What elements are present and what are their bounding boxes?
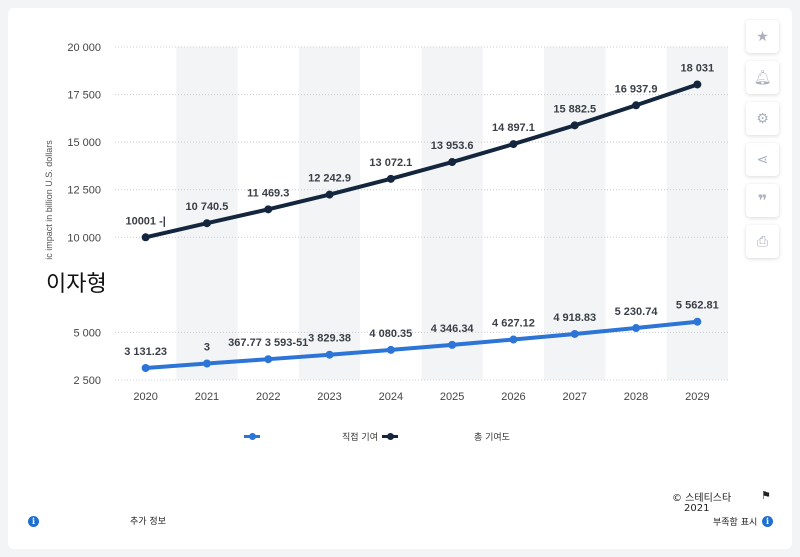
data-point [386,174,395,183]
x-tick-label: 2028 [624,391,648,403]
data-point [570,329,579,338]
y-tick-label: 5 000 [73,327,101,339]
column-band [421,47,483,380]
data-label: 10001 -| [125,215,165,227]
x-tick-label: 2025 [440,391,464,403]
data-label: 13 953.6 [431,140,474,152]
data-point [632,324,641,333]
data-label: 12 242.9 [308,173,351,185]
data-label: 5 230.74 [615,306,659,318]
quote-icon: ❞ [757,191,768,210]
y-tick-label: 10 000 [67,232,101,244]
data-point [325,350,334,359]
cite-button[interactable]: ❞ [746,184,779,217]
bell-icon: 🔔︎ [753,69,772,86]
gear-icon: ⚙ [756,110,769,127]
y-tick-label: 15 000 [67,137,101,149]
settings-button[interactable]: ⚙ [746,102,779,135]
legend-item-direct[interactable] [244,433,260,440]
data-point [264,355,273,364]
data-label: 4 346.34 [431,323,475,335]
data-label: 18 031 [681,62,715,74]
x-tick-label: 2021 [195,391,219,403]
x-tick-label: 2022 [256,391,280,403]
copyright-link[interactable]: © 스테티스타 [672,493,732,504]
data-point [693,317,702,326]
data-label: 15 882.5 [553,103,596,115]
x-tick-label: 2027 [563,391,587,403]
data-label: 367.77 3 593-51 [228,337,308,349]
star-icon: ★ [756,28,769,45]
data-label: 4 918.83 [553,312,596,324]
column-band [666,47,728,380]
data-label: 3 131.23 [124,346,167,358]
y-tick-label: 12 500 [67,185,101,197]
series-line [145,82,698,240]
x-tick-label: 2026 [501,391,525,403]
data-point [448,158,457,167]
x-tick-label: 2024 [379,391,403,403]
data-point [325,190,334,199]
y-tick-label: 2 500 [73,375,101,387]
notify-button[interactable]: 🔔︎ [746,61,779,94]
data-point [509,140,518,149]
data-label: 5 562.81 [676,300,719,312]
data-label: 4 080.35 [369,328,412,340]
copyright-year: 2021 [684,503,710,514]
share-button[interactable]: ⋖ [746,143,779,176]
column-band [298,47,361,380]
data-point [632,101,641,110]
y-tick-label: 17 500 [67,90,101,102]
data-label: 3 [204,341,210,353]
y-tick-label: 20 000 [67,42,101,54]
favorite-button[interactable]: ★ [746,20,779,53]
legend-swatch-total [381,433,398,440]
legend-label-direct: 직접 기여 [342,433,378,443]
data-label: 10 740.5 [186,201,229,213]
print-icon: ⎙ [756,233,769,250]
info-icon[interactable]: i [28,516,39,527]
legend-label-total: 총 기여도 [473,433,510,443]
data-point [264,205,273,214]
data-label: 4 627.12 [492,318,535,330]
chart-legend: 직접 기여 총 기여도 [244,430,510,443]
data-point [202,219,211,228]
data-point [448,340,457,349]
data-point [509,335,518,344]
overlay-title: 이자형 [46,272,107,297]
data-label: 16 937.9 [615,83,658,95]
flag-icon[interactable]: ⚑ [761,489,771,502]
show-source-link[interactable]: 부족함 표시 [713,518,758,528]
data-point [693,80,702,89]
data-point [202,359,211,368]
data-point [570,121,579,130]
data-label: 14 897.1 [492,122,535,134]
data-label: 3 829.38 [308,333,351,345]
x-tick-label: 2023 [317,391,341,403]
data-point [386,345,395,354]
data-point [141,233,150,242]
info-icon-right[interactable]: i [762,516,773,527]
series-line [145,319,698,370]
data-label: 13 072.1 [369,157,412,169]
share-icon: ⋖ [756,151,769,168]
side-toolbar: ★ 🔔︎ ⚙ ⋖ ❞ ⎙ [746,20,779,258]
more-info-link[interactable]: 추가 정보 [130,517,166,527]
x-tick-label: 2029 [685,391,709,403]
print-button[interactable]: ⎙ [746,225,779,258]
x-tick-label: 2020 [133,391,157,403]
column-band [544,47,606,380]
data-point [141,363,150,372]
data-label: 11 469.3 [247,187,289,199]
y-axis-label: ic impact in billion U.S. dollars [44,140,54,260]
column-band [176,47,238,380]
legend-swatch-direct [244,433,260,440]
legend-item-total[interactable] [381,433,398,440]
